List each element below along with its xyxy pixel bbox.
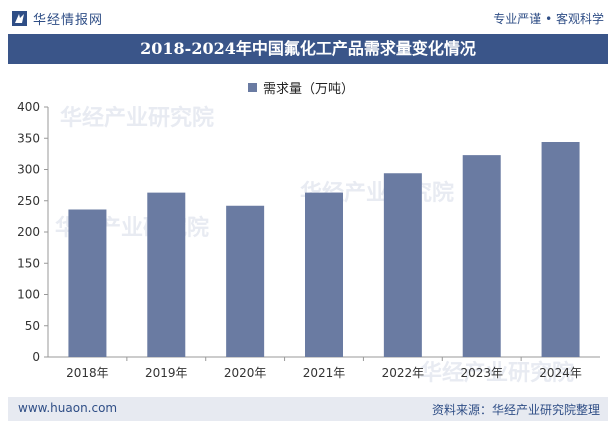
bar [226,205,265,357]
x-tick-label: 2018年 [66,366,109,380]
brand-name: 华经情报网 [33,13,104,28]
x-tick-label: 2023年 [460,366,503,380]
x-tick-label: 2024年 [539,366,582,380]
y-tick-label: 0 [32,350,40,364]
x-tick-label: 2020年 [224,366,267,380]
footer-source: 资料来源：华经产业研究院整理 [431,403,600,417]
y-tick-label: 150 [17,256,40,270]
chart-legend: 需求量（万吨） [248,78,354,97]
x-tick-label: 2022年 [382,366,425,380]
bar-chart: 0 50 100 150 200 250 300 350 400 2018年 2019年 2020年 2… [17,100,600,380]
chart-title: 2018-2024年中国氟化工产品需求量变化情况 [8,34,608,64]
bar [305,192,343,357]
y-tick-label: 300 [17,163,40,177]
bar [541,142,580,357]
y-tick-label: 100 [17,288,40,302]
footer: www.huaon.com 资料来源：华经产业研究院整理 [8,397,608,421]
bar [147,192,186,357]
bar [383,173,422,357]
x-tick-label: 2019年 [145,366,188,380]
legend-label: 需求量（万吨） [263,82,355,97]
bar [462,155,501,357]
huajing-logo-icon [12,11,27,26]
y-tick-label: 250 [17,194,40,208]
x-tick-label: 2021年 [303,366,346,380]
top-bar: 华经情报网 专业严谨 • 客观科学 [0,0,616,34]
y-tick-label: 350 [17,131,40,145]
y-tick-label: 200 [17,225,40,239]
footer-url[interactable]: www.huaon.com [18,401,118,415]
bar [68,209,107,357]
y-tick-label: 50 [25,319,40,333]
legend-swatch [248,83,257,92]
y-tick-label: 400 [17,100,40,114]
brand: 华经情报网 [12,9,103,28]
slogan: 专业严谨 • 客观科学 [493,12,604,26]
